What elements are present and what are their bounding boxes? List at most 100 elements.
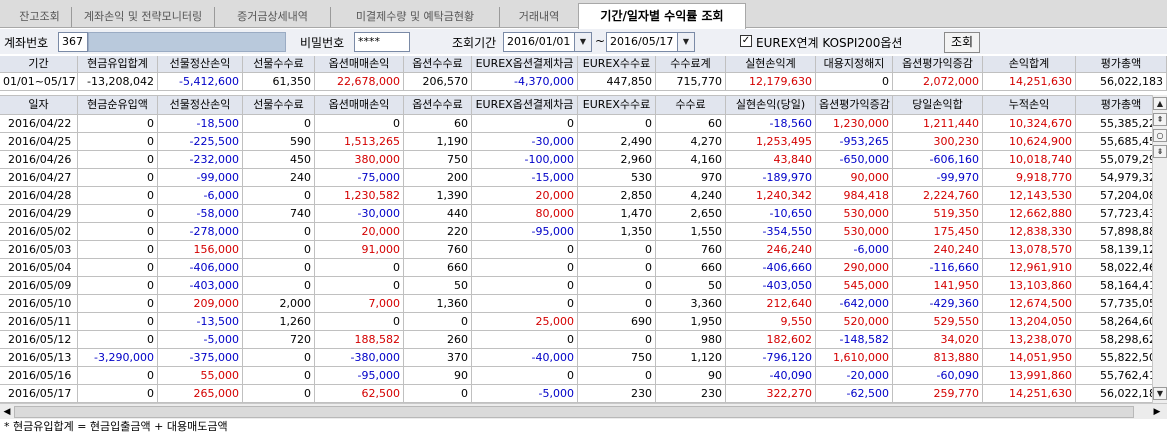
arrow-down-icon: ▼ bbox=[1156, 389, 1164, 398]
summary-header: 옵션평가익증감 bbox=[893, 56, 983, 73]
table-cell: 2,960 bbox=[578, 151, 656, 169]
table-cell: -953,265 bbox=[816, 133, 893, 151]
summary-header: 기간 bbox=[0, 56, 78, 73]
footer-note: * 현금유입합계 = 현금입출금액 + 대용매도금액 bbox=[4, 420, 228, 433]
table-cell: 1,230,000 bbox=[816, 115, 893, 133]
table-cell: -189,970 bbox=[726, 169, 816, 187]
arrow-up-icon: ▲ bbox=[1156, 99, 1164, 108]
eurex-checkbox[interactable]: ✓ bbox=[740, 35, 752, 47]
table-cell: 13,204,050 bbox=[983, 313, 1076, 331]
table-cell: 0 bbox=[78, 115, 158, 133]
scroll-refresh-button[interactable]: ○ bbox=[1153, 129, 1167, 142]
table-header[interactable]: 현금순유입액 bbox=[78, 96, 158, 115]
table-header[interactable]: EUREX옵션결제차금 bbox=[472, 96, 578, 115]
date-from-input[interactable]: 2016/01/01 bbox=[503, 32, 575, 52]
table-cell: 660 bbox=[656, 259, 726, 277]
table-header[interactable]: 옵션평가익증감 bbox=[816, 96, 893, 115]
account-number-input[interactable]: 367 bbox=[58, 32, 88, 52]
scroll-page-down-button[interactable]: ⇟ bbox=[1153, 145, 1167, 158]
table-cell: 230 bbox=[578, 385, 656, 403]
table-cell: 1,550 bbox=[656, 223, 726, 241]
table-header[interactable]: 실현손익(당일) bbox=[726, 96, 816, 115]
table-cell: -225,500 bbox=[158, 133, 243, 151]
scroll-down-button[interactable]: ▼ bbox=[1153, 387, 1167, 400]
vertical-scrollbar[interactable]: ▲ ⇞ ○ ⇟ ▼ bbox=[1152, 95, 1167, 403]
summary-header: 현금유입합계 bbox=[78, 56, 158, 73]
table-cell: 0 bbox=[243, 187, 315, 205]
table-header[interactable]: 수수료 bbox=[656, 96, 726, 115]
table-header[interactable]: 선물수수료 bbox=[243, 96, 315, 115]
table-cell: 519,350 bbox=[893, 205, 983, 223]
scroll-left-button[interactable]: ◀ bbox=[0, 405, 14, 419]
checkmark-icon: ✓ bbox=[741, 35, 751, 46]
table-cell: 0 bbox=[472, 295, 578, 313]
summary-cell: 447,850 bbox=[578, 73, 656, 91]
table-cell: 0 bbox=[472, 241, 578, 259]
scroll-up-button[interactable]: ▲ bbox=[1153, 97, 1167, 110]
tab-3[interactable]: 증거금상세내역 bbox=[215, 7, 331, 27]
tab-2[interactable]: 계좌손익 및 전략모니터링 bbox=[72, 7, 215, 27]
table-header[interactable]: 누적손익 bbox=[983, 96, 1076, 115]
table-cell: 813,880 bbox=[893, 349, 983, 367]
date-to-dropdown[interactable]: ▼ bbox=[678, 32, 695, 52]
table-cell: -60,090 bbox=[893, 367, 983, 385]
table-cell: 25,000 bbox=[472, 313, 578, 331]
period-tilde: ~ bbox=[595, 34, 606, 48]
summary-header: EUREX수수료 bbox=[578, 56, 656, 73]
table-cell: 1,610,000 bbox=[816, 349, 893, 367]
horizontal-scrollbar[interactable]: ◀ ▶ bbox=[0, 403, 1167, 419]
table-cell: 12,674,500 bbox=[983, 295, 1076, 313]
table-cell: 0 bbox=[578, 259, 656, 277]
table-cell: -380,000 bbox=[315, 349, 404, 367]
tab-1[interactable]: 잔고조회 bbox=[8, 7, 72, 27]
table-cell: 43,840 bbox=[726, 151, 816, 169]
table-cell: 0 bbox=[78, 313, 158, 331]
table-cell: 690 bbox=[578, 313, 656, 331]
table-cell: 1,260 bbox=[243, 313, 315, 331]
table-cell: 984,418 bbox=[816, 187, 893, 205]
password-input[interactable]: **** bbox=[354, 32, 410, 52]
table-cell: 1,350 bbox=[578, 223, 656, 241]
table-cell: 4,160 bbox=[656, 151, 726, 169]
table-cell: 0 bbox=[78, 169, 158, 187]
table-cell: -62,500 bbox=[816, 385, 893, 403]
table-cell: -100,000 bbox=[472, 151, 578, 169]
query-button[interactable]: 조회 bbox=[944, 32, 980, 53]
table-cell: 750 bbox=[404, 151, 472, 169]
table-cell: 12,143,530 bbox=[983, 187, 1076, 205]
table-row-date: 2016/05/13 bbox=[0, 349, 78, 367]
table-cell: 2,224,760 bbox=[893, 187, 983, 205]
summary-cell: 715,770 bbox=[656, 73, 726, 91]
table-cell: 3,360 bbox=[656, 295, 726, 313]
table-cell: 60 bbox=[404, 115, 472, 133]
tab-5[interactable]: 거래내역 bbox=[518, 10, 560, 23]
table-cell: 0 bbox=[472, 331, 578, 349]
date-to-input[interactable]: 2016/05/17 bbox=[606, 32, 678, 52]
summary-header: 평가총액 bbox=[1076, 56, 1167, 73]
date-from-dropdown[interactable]: ▼ bbox=[575, 32, 592, 52]
table-header[interactable]: 옵션매매손익 bbox=[315, 96, 404, 115]
table-cell: 1,253,495 bbox=[726, 133, 816, 151]
table-header[interactable]: 평가총액 bbox=[1076, 96, 1167, 115]
double-up-icon: ⇞ bbox=[1156, 115, 1164, 124]
table-cell: 1,950 bbox=[656, 313, 726, 331]
tab-6[interactable]: 기간/일자별 수익률 조회 bbox=[578, 3, 746, 29]
scroll-thumb[interactable] bbox=[14, 406, 1134, 418]
table-cell: 240,240 bbox=[893, 241, 983, 259]
table-cell: 62,500 bbox=[315, 385, 404, 403]
table-cell: 760 bbox=[404, 241, 472, 259]
table-header[interactable]: 선물정산손익 bbox=[158, 96, 243, 115]
summary-cell: 56,022,183 bbox=[1076, 73, 1167, 91]
chevron-down-icon: ▼ bbox=[579, 37, 587, 46]
table-cell: -13,500 bbox=[158, 313, 243, 331]
summary-header: 대용지정해지 bbox=[816, 56, 893, 73]
table-header[interactable]: 당일손익합 bbox=[893, 96, 983, 115]
tab-4[interactable]: 미결제수량 및 예탁금현황 bbox=[331, 7, 500, 27]
table-header[interactable]: 옵션수수료 bbox=[404, 96, 472, 115]
table-header[interactable]: 일자 bbox=[0, 96, 78, 115]
table-cell: 13,238,070 bbox=[983, 331, 1076, 349]
table-row-date: 2016/05/12 bbox=[0, 331, 78, 349]
scroll-page-up-button[interactable]: ⇞ bbox=[1153, 113, 1167, 126]
table-header[interactable]: EUREX수수료 bbox=[578, 96, 656, 115]
scroll-right-button[interactable]: ▶ bbox=[1150, 405, 1164, 419]
